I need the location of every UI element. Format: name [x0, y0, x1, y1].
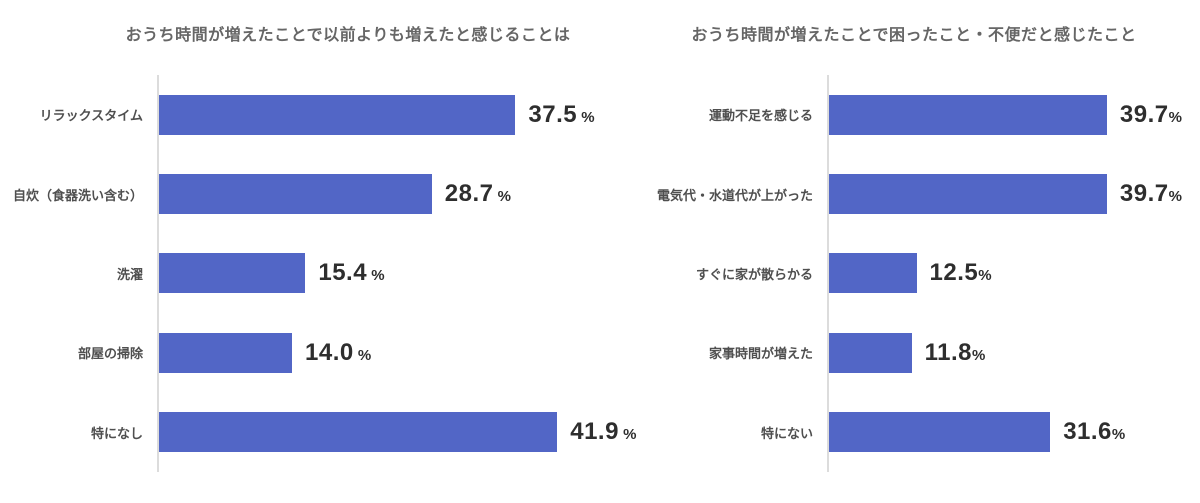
category-label: 電気代・水道代が上がった [656, 187, 813, 203]
category-label: すぐに家が散らかる [695, 266, 813, 282]
bar-cell: 14.0 % [157, 313, 600, 393]
bar [829, 332, 912, 373]
percent-sign: % [618, 426, 637, 444]
value-number: 39.7 [1119, 100, 1169, 128]
bar-cell: 28.7 % [157, 154, 600, 234]
value-label: 39.7% [1120, 180, 1182, 208]
category-label: 運動不足を感じる [708, 108, 813, 124]
value-number: 39.7 [1119, 180, 1169, 208]
category-label: 特にない [760, 425, 813, 441]
bar-row: すぐに家が散らかる 12.5% [600, 233, 1200, 314]
value-number: 14.0 [305, 338, 354, 366]
plot-area: 運動不足を感じる 39.7% 電気代・水道代が上がった 39.7% すぐに家が散… [600, 75, 1200, 472]
value-number: 15.4 [318, 259, 368, 287]
value-label: 37.5 % [528, 101, 594, 129]
percent-sign: % [353, 346, 372, 364]
bar [829, 412, 1051, 453]
value-label: 14.0 % [305, 339, 371, 367]
bar [159, 412, 558, 453]
value-number: 28.7 [444, 180, 494, 208]
category-label: リラックスタイム [39, 108, 143, 124]
percent-sign: % [1111, 426, 1126, 444]
value-label: 39.7% [1120, 101, 1182, 129]
bar [159, 94, 516, 135]
category-label: 部屋の掃除 [77, 346, 143, 362]
value-label: 28.7 % [445, 180, 511, 208]
category-label: 家事時間が増えた [708, 346, 813, 362]
bar-row: 電気代・水道代が上がった 39.7% [600, 154, 1200, 234]
bar-cell: 11.8% [827, 313, 1200, 393]
value-label: 15.4 % [318, 259, 384, 287]
bar-row: リラックスタイム 37.5 % [0, 75, 600, 155]
percent-sign: % [978, 267, 992, 285]
bar-cell: 39.7% [827, 154, 1200, 234]
bar-row: 家事時間が増えた 11.8% [600, 313, 1200, 393]
bar-cell: 15.4 % [157, 233, 600, 314]
chart-title: おうち時間が増えたことで困ったこと・不便だと感じたこと [691, 27, 1137, 44]
bar [829, 94, 1107, 135]
bar-cell: 12.5% [827, 233, 1200, 314]
category-label: 洗濯 [116, 266, 143, 282]
value-number: 12.5 [929, 259, 979, 287]
category-label: 自炊（食器洗い含む） [12, 187, 143, 203]
percent-sign: % [577, 108, 595, 126]
value-label: 31.6% [1063, 418, 1125, 446]
category-label: 特になし [90, 425, 143, 441]
percent-sign: % [493, 188, 511, 206]
bar-cell: 39.7% [827, 75, 1200, 155]
bar-row: 特にない 31.6% [600, 392, 1200, 472]
bar-row: 運動不足を感じる 39.7% [600, 75, 1200, 155]
value-number: 31.6 [1063, 418, 1112, 446]
bar-row: 部屋の掃除 14.0 % [0, 313, 600, 393]
percent-sign: % [1168, 188, 1182, 206]
bar-cell: 31.6% [827, 392, 1200, 472]
percent-sign: % [367, 267, 385, 285]
bar [159, 253, 306, 294]
chart-panel-left: おうち時間が増えたことで以前よりも増えたと感じることは リラックスタイム 37.… [0, 27, 636, 472]
value-number: 11.8 [924, 338, 972, 366]
bar [159, 174, 432, 215]
chart-panel-right: おうち時間が増えたことで困ったこと・不便だと感じたこと 運動不足を感じる 39.… [600, 0, 1200, 503]
value-label: 11.8% [925, 339, 986, 367]
bar-row: 洗濯 15.4 % [0, 233, 600, 314]
percent-sign: % [1168, 108, 1182, 126]
bar-cell: 41.9 % [157, 392, 636, 472]
bar-row: 自炊（食器洗い含む） 28.7 % [0, 154, 600, 234]
bar [829, 174, 1107, 215]
chart-title: おうち時間が増えたことで以前よりも増えたと感じることは [125, 27, 571, 44]
value-number: 37.5 [528, 100, 578, 128]
percent-sign: % [971, 346, 986, 364]
bar [829, 253, 917, 294]
plot-area: リラックスタイム 37.5 % 自炊（食器洗い含む） 28.7 % 洗濯 15.… [0, 75, 636, 472]
value-label: 41.9 % [570, 418, 636, 446]
bar-cell: 37.5 % [157, 75, 600, 155]
bar-row: 特になし 41.9 % [0, 392, 636, 472]
value-label: 12.5% [930, 259, 992, 287]
value-number: 41.9 [570, 418, 619, 446]
bar [159, 332, 293, 373]
